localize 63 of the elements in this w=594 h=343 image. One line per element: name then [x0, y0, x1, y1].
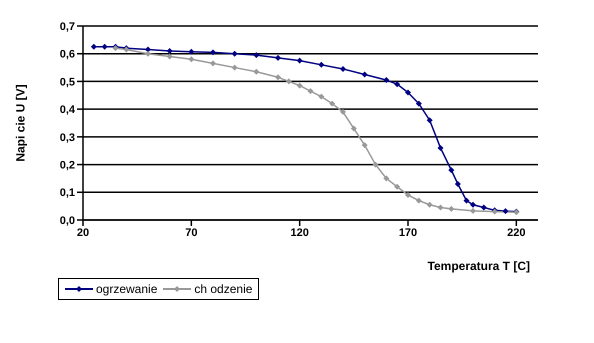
point: [253, 52, 260, 58]
point: [426, 117, 433, 124]
point: [210, 60, 216, 66]
point: [166, 53, 173, 60]
point: [502, 208, 508, 214]
point: [448, 206, 454, 212]
point: [464, 198, 470, 204]
point: [383, 77, 390, 84]
point: [188, 48, 194, 55]
point: [426, 202, 433, 208]
point: [329, 100, 336, 107]
point: [383, 175, 390, 182]
x-tick-label: 120: [290, 226, 309, 239]
point: [232, 64, 238, 71]
y-tick-label: 0,5: [60, 76, 75, 88]
point: [438, 144, 444, 151]
point: [350, 126, 357, 132]
x-tick-label: 20: [76, 226, 90, 239]
x-tick-label: 220: [507, 226, 526, 239]
point: [480, 204, 487, 211]
point: [275, 74, 281, 80]
point: [454, 180, 461, 187]
point: [405, 192, 411, 198]
point: [448, 167, 454, 174]
point: [340, 66, 346, 72]
point: [372, 162, 378, 168]
x-axis-title: Temperatura T [C]: [428, 259, 530, 273]
point: [318, 94, 324, 100]
point: [308, 88, 314, 94]
point: [405, 90, 411, 96]
x-tick-label: 170: [398, 226, 418, 239]
point: [275, 54, 281, 61]
point: [340, 108, 346, 115]
point: [416, 100, 422, 107]
point: [470, 202, 476, 208]
point: [438, 204, 444, 211]
y-axis-title: Napi cie U [V]: [13, 84, 28, 162]
point: [166, 48, 173, 54]
x-tick-label: 70: [185, 226, 198, 239]
legend-label: ch odzenie: [193, 282, 252, 296]
point: [296, 58, 303, 64]
point: [253, 68, 260, 75]
y-tick-label: 0,0: [60, 214, 75, 227]
y-tick-label: 0,3: [60, 132, 75, 144]
point: [145, 50, 151, 57]
point: [394, 81, 400, 88]
point: [188, 56, 194, 62]
point: [416, 198, 422, 204]
point: [296, 82, 303, 89]
point: [362, 72, 368, 78]
point: [232, 50, 238, 57]
point: [362, 142, 368, 148]
point: [318, 62, 324, 68]
legend-label: ogrzewanie: [95, 282, 158, 296]
point: [210, 49, 216, 56]
y-tick-label: 0,7: [60, 20, 75, 33]
y-tick-label: 0,2: [60, 159, 75, 172]
point: [470, 208, 476, 214]
y-tick-label: 0,6: [60, 48, 75, 61]
point: [286, 78, 292, 84]
point: [394, 184, 400, 190]
y-tick-label: 0,4: [60, 104, 76, 116]
y-tick-label: 0,1: [60, 187, 75, 200]
